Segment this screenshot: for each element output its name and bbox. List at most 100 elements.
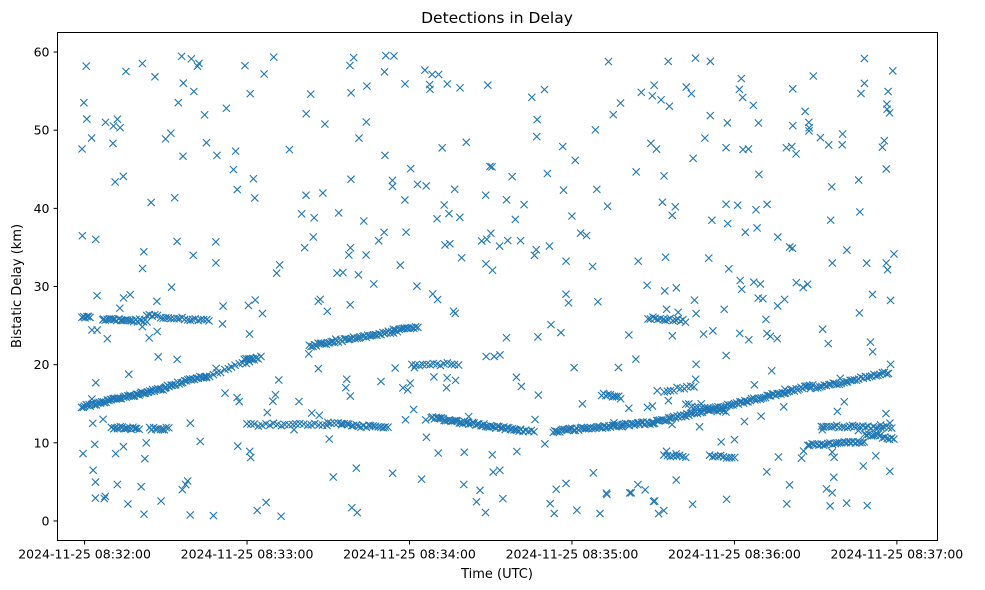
detection-marker	[614, 363, 623, 372]
detection-marker	[389, 329, 398, 338]
detection-marker	[672, 283, 681, 292]
y-axis: 0 10 20 30 40 50 60	[34, 45, 58, 528]
detection-marker	[396, 261, 405, 270]
detection-marker	[380, 228, 389, 237]
detection-marker	[669, 316, 677, 325]
detection-marker	[690, 296, 699, 305]
detection-marker	[138, 59, 147, 68]
detection-marker	[258, 309, 267, 318]
detection-marker	[664, 57, 673, 66]
detection-marker	[381, 422, 390, 431]
detection-marker	[411, 322, 420, 331]
detection-marker	[780, 385, 789, 394]
detection-marker	[779, 402, 788, 411]
detection-marker	[631, 355, 640, 364]
detection-marker	[797, 454, 806, 463]
detection-marker	[91, 235, 100, 244]
detection-marker	[843, 423, 852, 432]
detection-marker	[512, 447, 521, 456]
x-tick-label: 2024-11-25 08:33:00	[181, 547, 314, 562]
detection-marker	[842, 377, 851, 386]
detection-marker	[511, 215, 520, 224]
detection-marker	[409, 405, 418, 414]
detection-marker	[715, 406, 724, 415]
detection-marker	[681, 318, 690, 327]
detection-marker	[132, 424, 141, 433]
detection-marker	[873, 371, 882, 380]
detection-marker	[380, 67, 389, 76]
detection-marker	[464, 412, 473, 421]
detection-marker	[648, 91, 657, 100]
detection-marker	[413, 323, 422, 332]
detection-marker	[663, 387, 672, 396]
detection-marker	[826, 501, 835, 510]
detection-marker	[346, 300, 355, 309]
detection-marker	[762, 329, 771, 338]
x-tick-label: 2024-11-25 08:37:00	[831, 547, 964, 562]
detection-marker	[422, 433, 431, 442]
detection-marker	[648, 313, 657, 322]
detection-marker	[447, 360, 456, 369]
detection-marker	[699, 330, 708, 339]
detection-marker	[604, 390, 613, 399]
detection-marker	[592, 185, 601, 194]
detection-marker	[668, 420, 677, 429]
detection-marker	[659, 506, 668, 515]
detection-marker	[706, 57, 715, 66]
detection-marker	[109, 121, 118, 130]
detection-marker	[868, 290, 877, 299]
detection-marker	[604, 57, 613, 66]
detection-marker	[665, 102, 674, 111]
detection-marker	[836, 374, 845, 383]
detection-marker	[459, 480, 468, 489]
detection-marker	[443, 79, 452, 88]
detection-marker	[344, 251, 353, 260]
detection-marker	[186, 316, 195, 325]
detection-marker	[650, 81, 659, 90]
detection-marker	[862, 259, 871, 268]
detection-marker	[868, 347, 877, 356]
detection-marker	[400, 324, 409, 333]
detection-marker	[520, 200, 529, 209]
detection-marker	[79, 98, 88, 107]
detection-marker	[495, 466, 504, 475]
detection-marker	[422, 360, 431, 369]
detection-marker	[179, 79, 188, 88]
detection-marker	[691, 375, 700, 384]
detection-marker	[502, 333, 511, 342]
detection-marker	[572, 506, 581, 515]
detection-marker	[456, 83, 465, 92]
detection-marker	[330, 419, 339, 428]
detection-marker	[82, 115, 91, 124]
detection-marker	[885, 108, 894, 117]
detection-marker	[884, 87, 893, 96]
detection-marker	[101, 492, 110, 501]
detection-marker	[202, 372, 211, 381]
detection-marker	[87, 326, 96, 335]
detection-marker	[818, 425, 827, 434]
detection-marker	[193, 62, 202, 71]
detection-marker	[658, 198, 667, 207]
detection-marker	[82, 312, 91, 321]
detection-marker	[250, 193, 259, 202]
detection-marker	[353, 508, 362, 517]
detection-marker	[383, 423, 392, 432]
detection-marker	[153, 311, 162, 320]
detection-marker	[119, 293, 128, 302]
detection-marker	[333, 269, 342, 278]
y-tick-label: 60	[34, 45, 50, 60]
detection-marker	[826, 216, 835, 225]
detection-marker	[671, 202, 680, 211]
detection-marker	[442, 383, 451, 392]
detection-marker	[147, 198, 156, 207]
detection-marker	[99, 415, 108, 424]
y-tick-label: 10	[34, 435, 50, 450]
detection-marker	[672, 449, 681, 458]
detection-marker	[763, 200, 772, 209]
detection-marker	[887, 424, 896, 433]
detection-marker	[822, 484, 831, 493]
detection-marker	[724, 264, 733, 273]
detection-marker	[323, 307, 332, 316]
detection-marker	[212, 364, 221, 373]
detection-marker	[362, 251, 371, 259]
